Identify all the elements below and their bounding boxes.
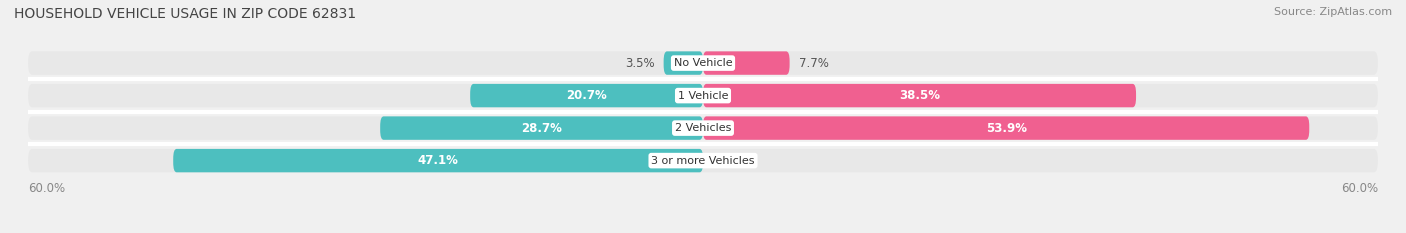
FancyBboxPatch shape [664,51,703,75]
Text: 3.5%: 3.5% [626,57,655,70]
FancyBboxPatch shape [28,116,1378,140]
Text: 7.7%: 7.7% [799,57,828,70]
Text: 1 Vehicle: 1 Vehicle [678,91,728,101]
FancyBboxPatch shape [28,84,1378,107]
FancyBboxPatch shape [28,51,1378,75]
Text: 2 Vehicles: 2 Vehicles [675,123,731,133]
FancyBboxPatch shape [380,116,703,140]
FancyBboxPatch shape [470,84,703,107]
Text: 0.0%: 0.0% [711,154,741,167]
Text: 20.7%: 20.7% [567,89,607,102]
FancyBboxPatch shape [173,149,703,172]
Text: No Vehicle: No Vehicle [673,58,733,68]
Text: HOUSEHOLD VEHICLE USAGE IN ZIP CODE 62831: HOUSEHOLD VEHICLE USAGE IN ZIP CODE 6283… [14,7,356,21]
FancyBboxPatch shape [703,51,790,75]
FancyBboxPatch shape [28,149,1378,172]
Text: 47.1%: 47.1% [418,154,458,167]
Text: 28.7%: 28.7% [522,122,562,135]
Text: 60.0%: 60.0% [28,182,65,195]
FancyBboxPatch shape [703,84,1136,107]
Text: 60.0%: 60.0% [1341,182,1378,195]
Text: 53.9%: 53.9% [986,122,1026,135]
FancyBboxPatch shape [703,116,1309,140]
Text: 3 or more Vehicles: 3 or more Vehicles [651,156,755,166]
Text: 38.5%: 38.5% [898,89,941,102]
Text: Source: ZipAtlas.com: Source: ZipAtlas.com [1274,7,1392,17]
